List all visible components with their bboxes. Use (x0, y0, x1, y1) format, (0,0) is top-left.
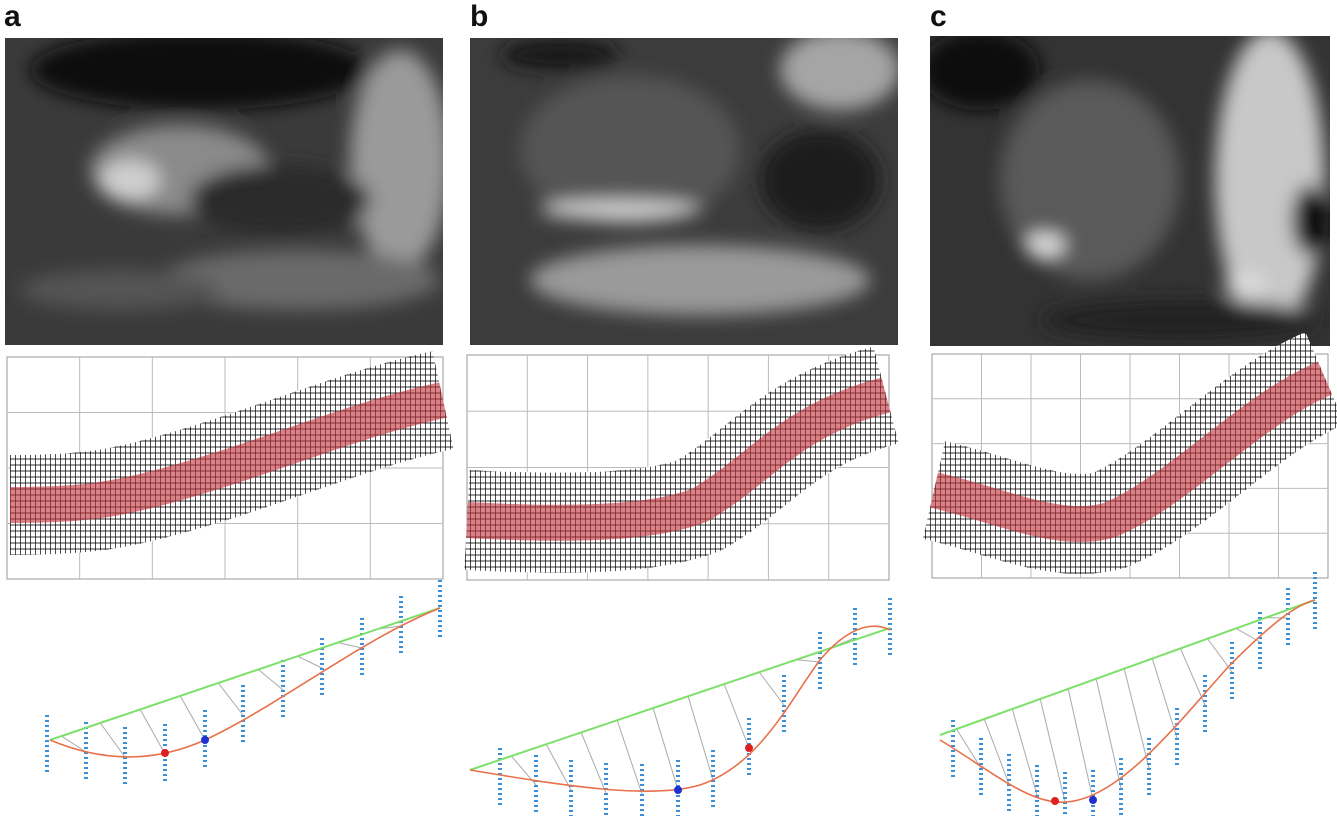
connector-line (100, 723, 125, 757)
connector-line (337, 642, 362, 648)
bright-region (1025, 233, 1065, 257)
connector-line (140, 709, 165, 754)
marker-red (745, 744, 753, 752)
bright-region (780, 30, 900, 110)
connector-line (956, 728, 981, 768)
connector-line (1012, 708, 1037, 795)
connector-line (617, 720, 642, 794)
bright-region (1225, 273, 1265, 297)
mri-image (920, 30, 1330, 346)
connector-line (653, 708, 678, 790)
marker-red (161, 749, 169, 757)
curve-panels (47, 572, 1315, 816)
chord-line (470, 628, 890, 770)
connector-line (258, 669, 283, 690)
dark-region (760, 130, 880, 230)
connector-line (795, 660, 820, 662)
figure-page: a b c (0, 0, 1337, 816)
connector-line (724, 684, 749, 748)
connector-line (984, 718, 1009, 784)
bright-region (100, 160, 160, 200)
dark-region (920, 30, 1040, 110)
mesh-panels (7, 354, 1328, 580)
marker-red (1051, 797, 1059, 805)
dark-region (1040, 300, 1320, 340)
dark-region (500, 40, 620, 70)
marker-blue (201, 736, 209, 744)
marker-blue (674, 786, 682, 794)
marker-blue (1089, 796, 1097, 804)
bright-region (350, 50, 450, 270)
panel-label: c (930, 0, 947, 33)
connector-line (1124, 668, 1149, 768)
figure: a b c (0, 0, 1337, 816)
connector-line (759, 672, 784, 705)
mid-region (20, 270, 220, 310)
bright-region (530, 245, 870, 315)
connector-line (218, 683, 243, 715)
dark-region (190, 165, 370, 235)
fitted-curve (940, 600, 1315, 802)
panel-label: a (4, 0, 21, 33)
connector-line (1040, 698, 1065, 802)
connector-line (61, 736, 86, 752)
connector-line (1152, 658, 1177, 738)
mri-image (5, 30, 450, 345)
connector-line (297, 656, 322, 668)
connector-line (1096, 678, 1121, 788)
dark-region (30, 30, 370, 110)
mri-image (470, 30, 900, 345)
dark-region (1292, 185, 1328, 255)
panel-label: b (470, 0, 488, 33)
connector-line (688, 696, 713, 780)
connector-line (180, 696, 205, 740)
connector-line (581, 732, 606, 793)
bright-region (540, 200, 700, 220)
connector-line (1068, 688, 1093, 800)
